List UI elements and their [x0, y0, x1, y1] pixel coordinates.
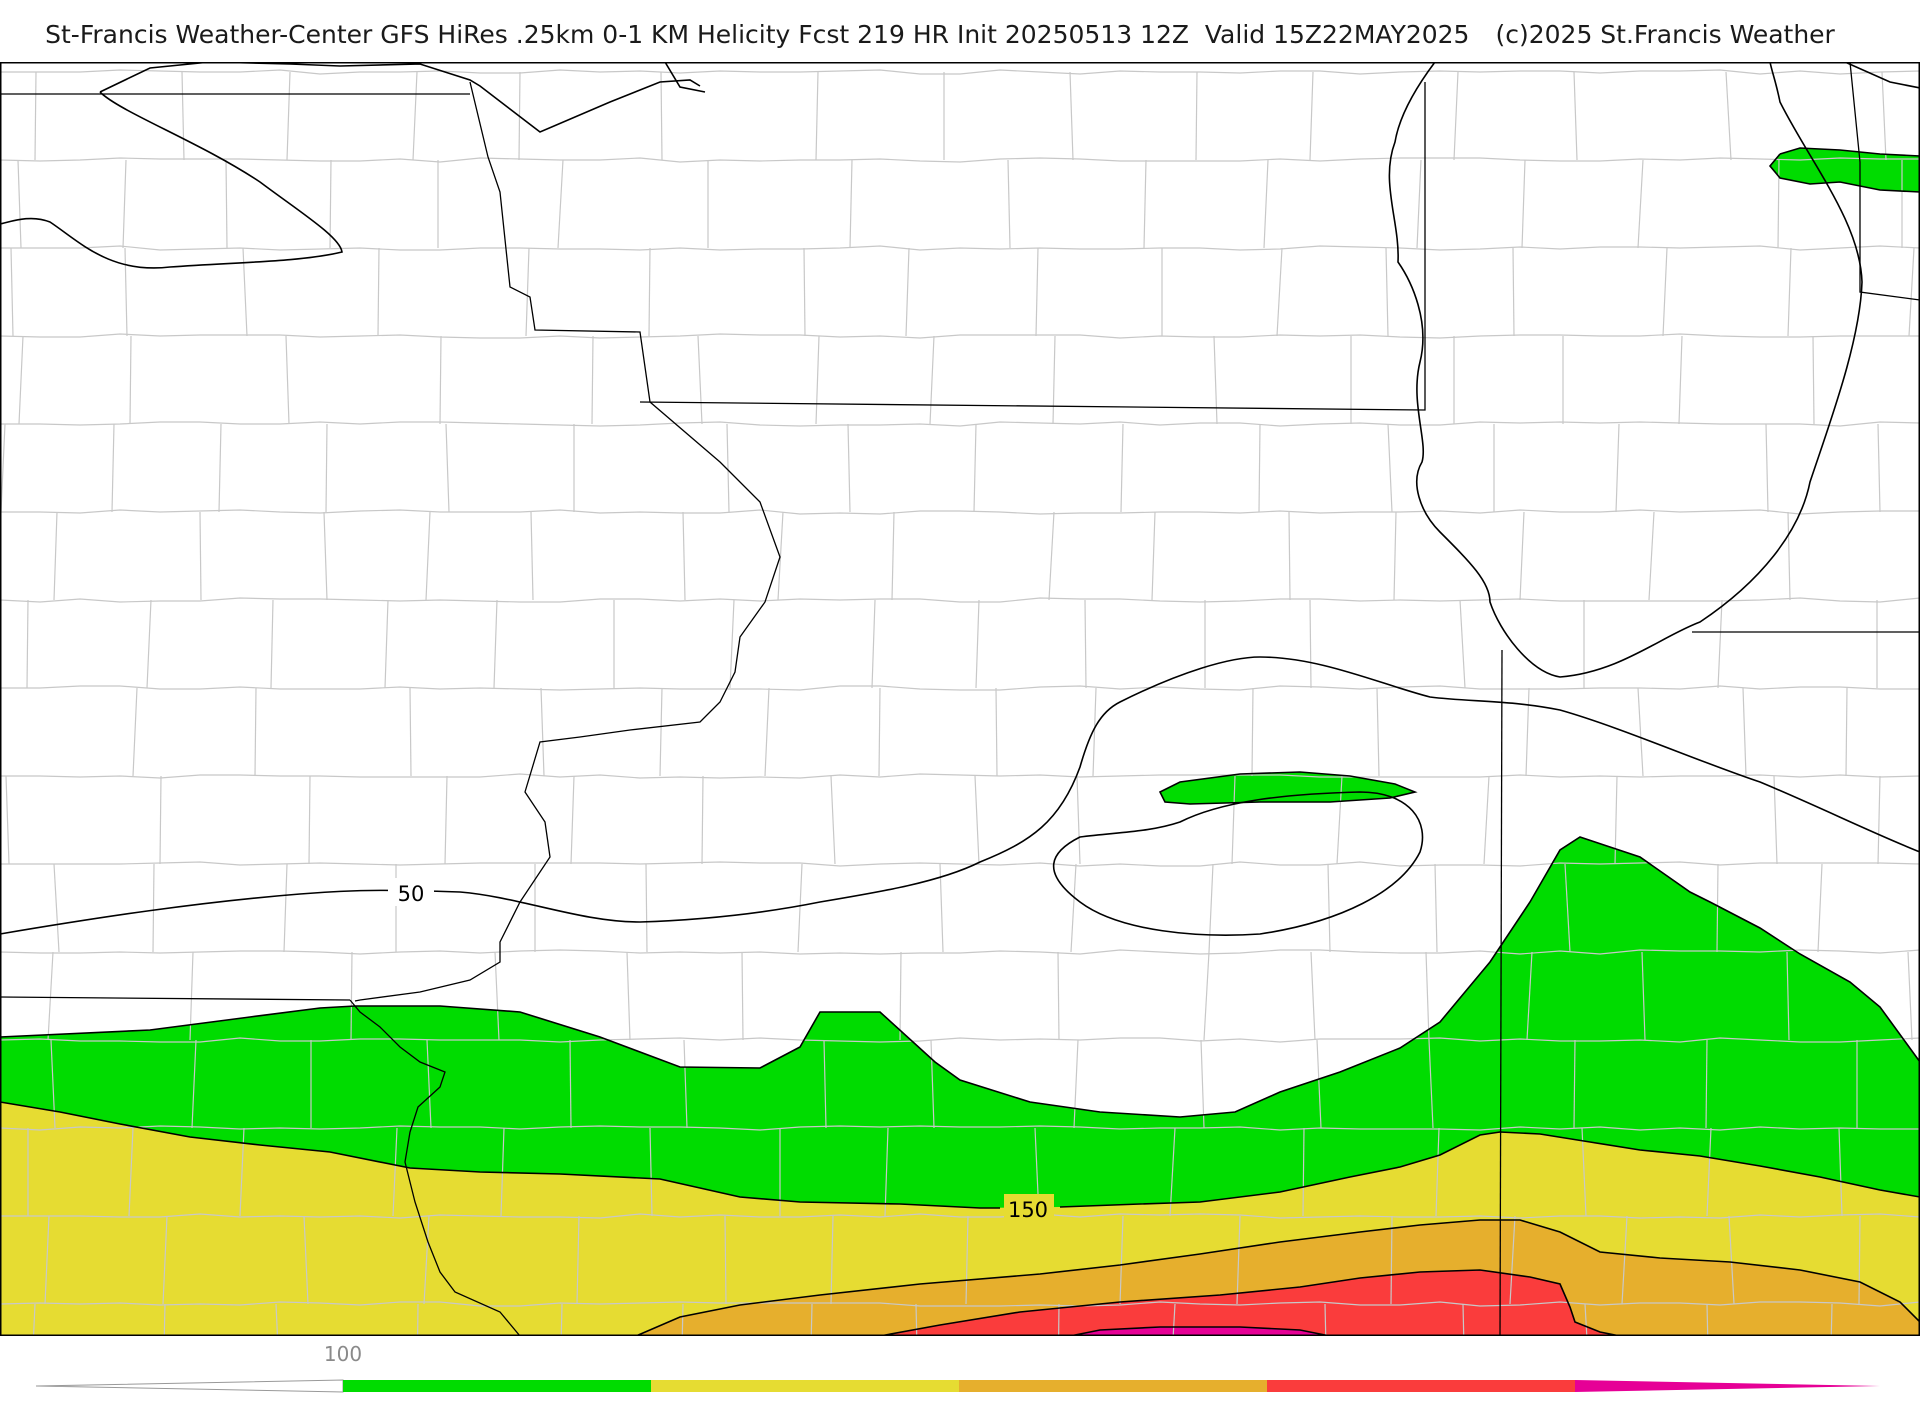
colorbar-bin [651, 1380, 959, 1392]
contour-label-bg [388, 878, 434, 906]
state-borders [0, 62, 1920, 1336]
map-border [0, 62, 1920, 1336]
title-text: St-Francis Weather-Center GFS HiRes .25k… [45, 19, 1470, 49]
copyright-text: (c)2025 St.Francis Weather [1495, 19, 1835, 49]
colorbar-bin [1267, 1380, 1575, 1392]
contour-label-150: 150 [1008, 1198, 1048, 1222]
colorbar-bin [343, 1380, 651, 1392]
colorbar-bin [959, 1380, 1267, 1392]
colorbar-high-extend [1575, 1380, 1880, 1392]
colorbar [0, 1338, 1920, 1400]
colorbar-low-extend [35, 1379, 344, 1393]
helicity-band-red [880, 1270, 1620, 1336]
county-borders [0, 69, 1920, 1336]
helicity-map: 50 150 [0, 62, 1920, 1336]
map-title: St-Francis Weather-Center GFS HiRes .25k… [0, 14, 1920, 54]
helicity-band-orange [636, 1220, 1920, 1336]
map-panel: 50 150 [0, 62, 1920, 1336]
helicity-band-magenta [1070, 1327, 1330, 1336]
contour-label-50: 50 [398, 882, 425, 906]
helicity-island-green [1160, 772, 1415, 804]
contour-label-bg [1004, 1194, 1054, 1222]
colorbar-tick-label: 100 [323, 1342, 363, 1366]
